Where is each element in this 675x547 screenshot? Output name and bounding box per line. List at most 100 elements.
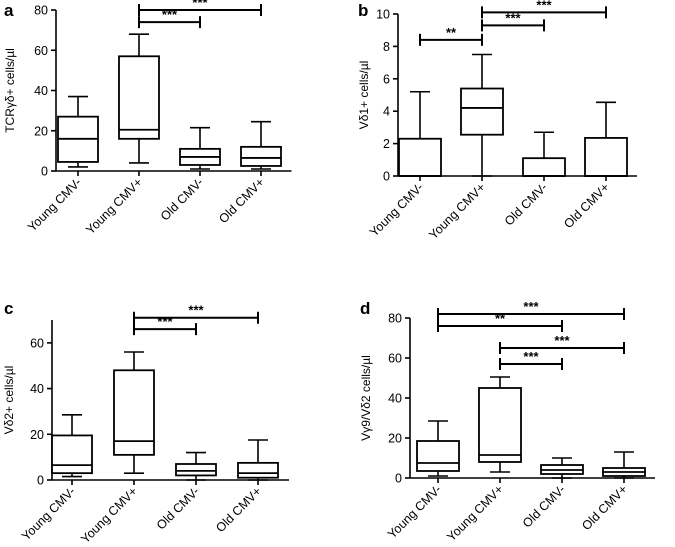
box-iqr	[398, 137, 442, 177]
box-0	[57, 95, 99, 168]
bracket-line	[419, 33, 483, 46]
y-tick-label: 20	[30, 428, 44, 442]
bracket-line	[499, 342, 625, 354]
box-iqr	[240, 145, 282, 167]
y-tick-label: 60	[388, 352, 402, 366]
y-axis-title: Vδ2+ cells/µl	[2, 366, 16, 435]
bracket-line	[133, 311, 259, 324]
significance-bracket: ***	[138, 0, 262, 16]
box-iqr	[51, 434, 93, 475]
y-tick-label: 40	[388, 392, 402, 406]
bracket-line	[138, 4, 262, 16]
bracket-line	[138, 16, 201, 29]
bracket-line	[133, 323, 197, 336]
category-label: Old CMV+	[561, 180, 612, 231]
category-label: Young CMV+	[78, 484, 140, 546]
box-iqr	[113, 369, 155, 456]
significance-bracket: ***	[499, 333, 625, 354]
box-0	[398, 90, 442, 177]
bracket-line	[499, 358, 563, 370]
box-iqr	[460, 87, 504, 136]
box-3	[602, 451, 646, 479]
significance-bracket: ***	[133, 303, 259, 324]
y-tick-label: 80	[388, 312, 402, 326]
panel-letter: d	[360, 299, 370, 318]
box-iqr	[175, 463, 217, 477]
significance-bracket: **	[437, 311, 563, 332]
y-tick-label: 0	[41, 165, 48, 179]
significance-bracket: ***	[481, 10, 545, 32]
panel-d: d 0 20 40 60 80 Vγ9/Vδ2 cells/µl Young CMV- Youn…	[359, 299, 655, 544]
y-tick-label: 20	[34, 124, 48, 138]
y-tick-label: 8	[383, 40, 390, 54]
y-axis-title: Vδ1+ cells/µl	[357, 61, 371, 130]
box-1	[478, 376, 522, 473]
box-iqr	[118, 55, 160, 140]
box-2	[179, 126, 221, 170]
significance-label: ***	[554, 333, 570, 348]
category-label: Old CMV+	[213, 484, 264, 535]
category-label: Young CMV-	[19, 484, 78, 543]
panel-letter: a	[4, 1, 14, 20]
panel-a: a 0 20 40 60 80 TCRγδ+ cells/µl Young CMV- Young…	[3, 0, 292, 237]
significance-label: ***	[192, 0, 208, 10]
y-tick-label: 2	[383, 137, 390, 151]
significance-label: ***	[505, 10, 521, 25]
category-label: Young CMV+	[444, 482, 506, 544]
y-tick-label: 80	[34, 4, 48, 18]
significance-bracket: ***	[437, 299, 625, 320]
significance-label: ***	[523, 349, 539, 364]
box-2	[522, 131, 566, 177]
panel-letter: c	[4, 299, 13, 318]
y-tick-label: 60	[30, 336, 44, 350]
box-3	[237, 439, 279, 481]
significance-label: ***	[188, 303, 204, 318]
category-label: Young CMV-	[385, 482, 444, 541]
category-label: Young CMV+	[426, 180, 488, 242]
y-tick-label: 0	[395, 472, 402, 486]
bracket-line	[481, 6, 607, 19]
y-tick-label: 40	[30, 382, 44, 396]
box-iqr	[416, 440, 460, 472]
box-iqr	[237, 461, 279, 479]
box-3	[584, 101, 628, 177]
category-label: Old CMV+	[579, 482, 630, 533]
box-1	[460, 53, 504, 177]
significance-bracket: ***	[499, 349, 563, 370]
significance-label: ***	[157, 314, 173, 329]
category-label: Young CMV-	[367, 180, 426, 239]
category-label: Old CMV-	[520, 482, 568, 530]
y-tick-label: 0	[37, 474, 44, 488]
category-label: Old CMV-	[158, 175, 206, 223]
box-1	[113, 351, 155, 474]
y-tick-label: 60	[34, 44, 48, 58]
box-iqr	[584, 137, 628, 177]
bracket-line	[437, 320, 563, 332]
significance-label: **	[446, 25, 457, 40]
significance-label: ***	[523, 299, 539, 314]
significance-label: **	[495, 311, 506, 326]
box-iqr	[522, 157, 566, 177]
y-tick-label: 6	[383, 72, 390, 86]
box-2	[175, 451, 217, 481]
y-tick-label: 20	[388, 432, 402, 446]
panel-b: b 0 2 4 6 8 10 Vδ1+ cells/µl Young CMV- Young CMV…	[357, 0, 637, 242]
category-label: Old CMV-	[154, 484, 202, 532]
category-label: Young CMV+	[83, 175, 145, 237]
box-0	[416, 420, 460, 477]
y-axis-title: TCRγδ+ cells/µl	[3, 48, 17, 133]
y-tick-label: 4	[383, 105, 390, 119]
y-tick-label: 0	[383, 170, 390, 184]
y-tick-label: 10	[376, 8, 390, 22]
significance-bracket: **	[419, 25, 483, 46]
bracket-line	[437, 308, 625, 320]
bracket-line	[481, 19, 545, 32]
category-label: Old CMV+	[216, 175, 267, 226]
panel-letter: b	[358, 1, 368, 20]
box-iqr	[478, 387, 522, 463]
significance-bracket: ***	[481, 0, 607, 19]
box-2	[540, 457, 584, 479]
significance-label: ***	[536, 0, 552, 12]
box-0	[51, 414, 93, 478]
